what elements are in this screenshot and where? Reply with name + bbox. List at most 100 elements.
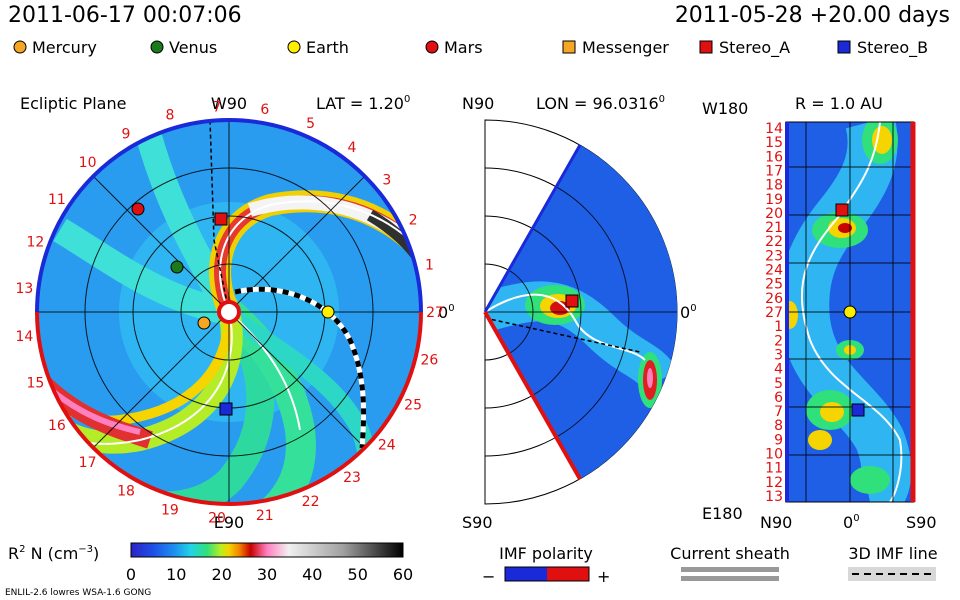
rotation-label-1: 1 — [425, 258, 434, 274]
imf-plus-label: + — [597, 567, 610, 586]
imf-polarity-key: IMF polarity − + — [482, 544, 610, 586]
body-legend: Mercury Venus Earth Mars Messenger Stere… — [13, 38, 928, 58]
model-footer: ENLIL-2.6 lowres WSA-1.6 GONG — [5, 588, 151, 598]
legend-stereo-b-label: Stereo_B — [857, 38, 928, 58]
colorbar-tick-30: 30 — [257, 565, 277, 584]
radial-rotation-label-10: 10 — [765, 447, 783, 463]
rotation-label-26: 26 — [420, 353, 438, 369]
legend-earth-marker — [287, 40, 301, 54]
meridional-top-label: N90 — [462, 94, 494, 113]
rotation-label-17: 17 — [79, 455, 97, 471]
radial-rotation-label-23: 23 — [765, 248, 783, 264]
rotation-label-14: 14 — [15, 329, 33, 345]
meridional-edge-south — [483, 311, 582, 480]
legend-mars-marker — [425, 40, 439, 54]
forecast-date: 2011-05-28 +20.00 days — [675, 3, 950, 28]
colorbar-tick-60: 60 — [393, 565, 413, 584]
radial-rotation-label-21: 21 — [765, 220, 783, 236]
legend-earth-label: Earth — [306, 38, 349, 57]
imf-swatch-frame — [504, 566, 590, 582]
colorbar-tick-10: 10 — [166, 565, 186, 584]
radial-rotation-label-25: 25 — [765, 277, 783, 293]
imf-toward-swatch — [547, 567, 589, 581]
rotation-label-6: 6 — [260, 102, 269, 118]
rotation-label-24: 24 — [378, 437, 396, 453]
radial-stereo-a-marker — [835, 203, 849, 217]
radial-rotation-label-11: 11 — [765, 461, 783, 477]
ecliptic-right-label: 00 — [438, 303, 455, 322]
imf-away-swatch — [505, 567, 547, 581]
rotation-label-22: 22 — [302, 494, 320, 510]
rotation-label-12: 12 — [26, 235, 44, 251]
radial-rotation-label-26: 26 — [765, 291, 783, 307]
colorbar-gradient — [130, 542, 404, 558]
rotation-label-18: 18 — [117, 483, 135, 499]
colorbar-ticks: 0 10 20 30 40 50 60 — [126, 565, 413, 584]
radial-rotation-labels: 1415161718192021222324252627123456789101… — [765, 121, 783, 505]
rotation-label-7: 7 — [213, 99, 222, 115]
rotation-label-13: 13 — [15, 281, 33, 297]
radial-rotation-label-20: 20 — [765, 206, 783, 222]
earth-marker — [321, 305, 335, 319]
radial-rotation-label-1: 1 — [774, 319, 783, 335]
ecliptic-boundary-away — [35, 118, 423, 313]
imf-minus-label: − — [482, 567, 495, 586]
meridional-stereo-a-marker — [565, 294, 579, 308]
current-sheath-title: Current sheath — [670, 544, 790, 563]
radial-rotation-label-6: 6 — [774, 390, 783, 406]
rotation-label-9: 9 — [122, 127, 131, 143]
radial-rotation-label-27: 27 — [765, 305, 783, 321]
meridional-lon-readout: LON = 96.03160 — [536, 94, 665, 113]
ecliptic-title: Ecliptic Plane — [20, 94, 126, 113]
radial-rotation-label-22: 22 — [765, 234, 783, 250]
venus-marker — [170, 260, 184, 274]
radial-rotation-label-24: 24 — [765, 263, 783, 279]
radial-r-readout: R = 1.0 AU — [795, 94, 883, 113]
radial-rotation-label-12: 12 — [765, 475, 783, 491]
rotation-label-21: 21 — [256, 508, 274, 524]
radial-rotation-label-17: 17 — [765, 164, 783, 180]
current-sheath-key: Current sheath — [670, 544, 790, 581]
radial-rotation-label-7: 7 — [774, 404, 783, 420]
legend-mercury-label: Mercury — [32, 38, 97, 57]
rotation-label-4: 4 — [348, 140, 357, 156]
rotation-label-15: 15 — [26, 376, 44, 392]
radial-rotation-label-3: 3 — [774, 348, 783, 364]
imf-polarity-title: IMF polarity — [499, 544, 593, 563]
meridional-bottom-label: S90 — [462, 513, 493, 532]
ecliptic-boundary-toward — [35, 311, 423, 506]
ecliptic-top-label: W90 — [211, 94, 247, 113]
colorbar-tick-0: 0 — [126, 565, 136, 584]
radial-rotation-label-9: 9 — [774, 432, 783, 448]
rotation-label-8: 8 — [165, 108, 174, 124]
rotation-label-2: 2 — [409, 213, 418, 229]
radial-rotation-label-15: 15 — [765, 135, 783, 151]
rotation-label-19: 19 — [161, 502, 179, 518]
colorbar-tick-50: 50 — [348, 565, 368, 584]
radial-top-left-label: W180 — [702, 99, 748, 118]
legend-mercury-marker — [13, 40, 27, 54]
stereo-a-marker — [214, 212, 228, 226]
legend-venus-label: Venus — [169, 38, 217, 57]
radial-rotation-label-16: 16 — [765, 149, 783, 165]
imf-line-key: 3D IMF line — [848, 544, 938, 581]
legend-messenger-marker — [562, 40, 576, 54]
radial-x-label-s90: S90 — [906, 513, 937, 532]
radial-x-label-zero: 00 — [843, 513, 860, 532]
stereo-b-marker — [219, 402, 233, 416]
colorbar-label: R2 N (cm−3) — [8, 544, 99, 563]
sun-icon — [217, 300, 241, 324]
rotation-label-5: 5 — [306, 116, 315, 132]
radial-rotation-label-13: 13 — [765, 489, 783, 505]
radial-rotation-label-4: 4 — [774, 362, 783, 378]
current-sheath-swatch-top — [681, 567, 779, 572]
colorbar: R2 N (cm−3) 0 10 20 30 40 50 60 — [8, 542, 413, 584]
radial-x-label-n90: N90 — [760, 513, 792, 532]
rotation-label-10: 10 — [79, 155, 97, 171]
rotation-label-20: 20 — [208, 511, 226, 527]
radial-rotation-label-14: 14 — [765, 121, 783, 137]
mercury-marker — [197, 316, 211, 330]
ecliptic-bottom-label: E90 — [214, 513, 244, 532]
rotation-label-3: 3 — [382, 173, 391, 189]
